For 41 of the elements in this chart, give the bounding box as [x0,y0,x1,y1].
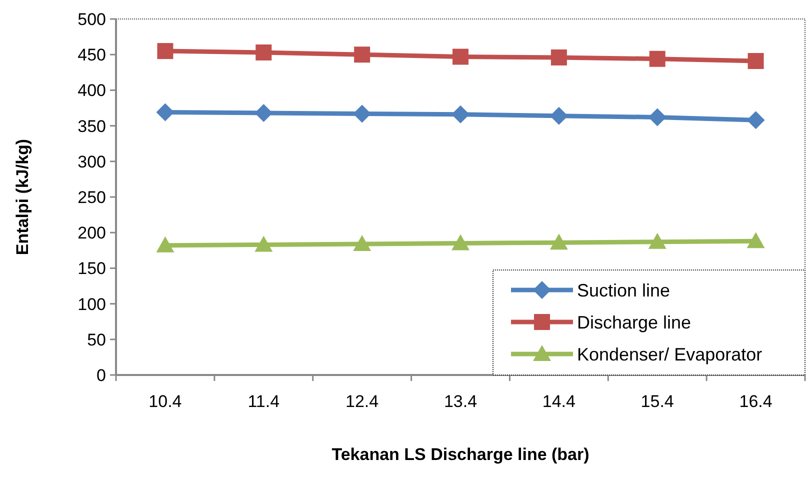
point [157,43,174,60]
point [550,49,567,66]
y-tick-label: 450 [78,46,106,65]
y-axis-title: Entalpi (kJ/kg) [13,138,32,256]
point [256,44,272,60]
y-tick-label: 50 [87,330,106,350]
point [649,50,666,67]
point [254,236,273,252]
y-tick-label: 250 [78,188,106,207]
x-tick-label: 14.4 [542,392,576,411]
point [648,232,666,249]
legend-label: Kondenser/ Evaporator [577,344,762,364]
y-tick-label: 0 [96,366,106,385]
x-tick-label: 10.4 [148,392,182,411]
y-tick-label: 500 [78,10,106,29]
point [550,234,568,250]
y-tick-label: 150 [78,259,106,278]
point [156,236,174,252]
point [746,111,765,130]
point [746,232,765,248]
point [648,108,666,126]
y-tick-label: 200 [78,224,106,243]
point [353,234,372,251]
y-tick-label: 300 [78,152,106,172]
legend-label: Suction line [577,280,670,300]
x-tick-label: 16.4 [739,392,772,411]
point [452,48,468,65]
x-axis-title: Tekanan LS Discharge line (bar) [332,445,590,464]
x-tick-label: 11.4 [248,392,280,411]
point [452,105,470,124]
y-tick-label: 400 [78,81,106,100]
point [748,53,764,70]
y-tick-label: 100 [78,294,106,314]
point [354,46,370,63]
x-tick-label: 12.4 [346,392,379,411]
x-tick-label: 15.4 [640,392,674,411]
point [156,103,174,122]
x-tick-label: 13.4 [444,392,478,411]
point [452,234,470,250]
legend-label: Discharge line [577,312,692,332]
y-tick-label: 350 [78,116,106,136]
